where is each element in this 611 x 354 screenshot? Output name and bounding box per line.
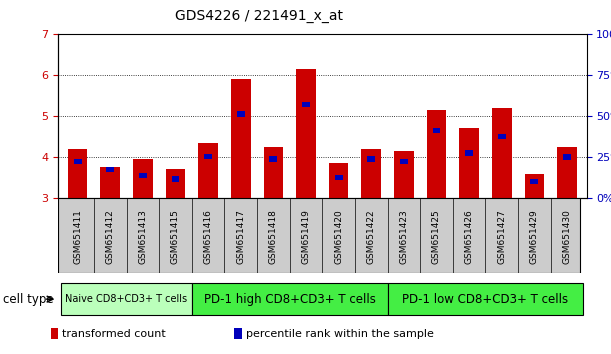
Bar	[51, 328, 59, 339]
Bar	[74, 159, 81, 164]
Bar	[459, 128, 479, 198]
Bar	[106, 167, 114, 172]
Bar	[269, 156, 277, 162]
Bar	[231, 79, 251, 198]
Bar	[367, 156, 375, 162]
Text: GSM651412: GSM651412	[106, 210, 115, 264]
Bar	[492, 108, 511, 198]
Text: GSM651427: GSM651427	[497, 210, 507, 264]
Text: PD-1 high CD8+CD3+ T cells: PD-1 high CD8+CD3+ T cells	[203, 293, 376, 306]
Text: GSM651430: GSM651430	[563, 210, 571, 264]
Bar	[199, 143, 218, 198]
Bar	[68, 149, 87, 198]
Text: GSM651417: GSM651417	[236, 210, 245, 264]
Bar	[172, 176, 180, 182]
Text: GSM651429: GSM651429	[530, 210, 539, 264]
Bar	[498, 134, 506, 139]
Bar	[302, 102, 310, 107]
Text: GSM651420: GSM651420	[334, 210, 343, 264]
Bar	[335, 175, 343, 180]
Bar	[530, 179, 538, 184]
Bar	[296, 69, 316, 198]
Text: percentile rank within the sample: percentile rank within the sample	[246, 329, 433, 339]
Bar	[204, 154, 212, 159]
Bar	[100, 167, 120, 198]
Bar	[400, 159, 408, 164]
Text: GSM651413: GSM651413	[138, 210, 147, 264]
Bar	[387, 283, 584, 315]
Bar	[235, 328, 242, 339]
Bar	[263, 147, 283, 198]
Bar	[394, 151, 414, 198]
Bar	[133, 159, 153, 198]
Bar	[362, 149, 381, 198]
Text: GSM651416: GSM651416	[203, 210, 213, 264]
Text: Naive CD8+CD3+ T cells: Naive CD8+CD3+ T cells	[65, 294, 188, 304]
Text: GSM651411: GSM651411	[73, 210, 82, 264]
Text: GSM651423: GSM651423	[400, 210, 408, 264]
Bar	[426, 110, 446, 198]
Text: GDS4226 / 221491_x_at: GDS4226 / 221491_x_at	[175, 9, 343, 23]
Bar	[433, 128, 441, 133]
Text: GSM651422: GSM651422	[367, 210, 376, 264]
Text: GSM651415: GSM651415	[171, 210, 180, 264]
Bar	[557, 147, 577, 198]
Bar	[61, 283, 192, 315]
Bar	[139, 173, 147, 178]
Text: transformed count: transformed count	[62, 329, 166, 339]
Bar	[465, 150, 473, 156]
Text: cell type: cell type	[3, 293, 54, 306]
Bar	[525, 173, 544, 198]
Text: GSM651425: GSM651425	[432, 210, 441, 264]
Text: GSM651426: GSM651426	[464, 210, 474, 264]
Text: GSM651418: GSM651418	[269, 210, 278, 264]
Bar	[563, 154, 571, 160]
Bar	[192, 283, 387, 315]
Text: GSM651419: GSM651419	[301, 210, 310, 264]
Bar	[329, 163, 348, 198]
Bar	[166, 170, 185, 198]
Text: PD-1 low CD8+CD3+ T cells: PD-1 low CD8+CD3+ T cells	[403, 293, 568, 306]
Bar	[237, 111, 244, 116]
